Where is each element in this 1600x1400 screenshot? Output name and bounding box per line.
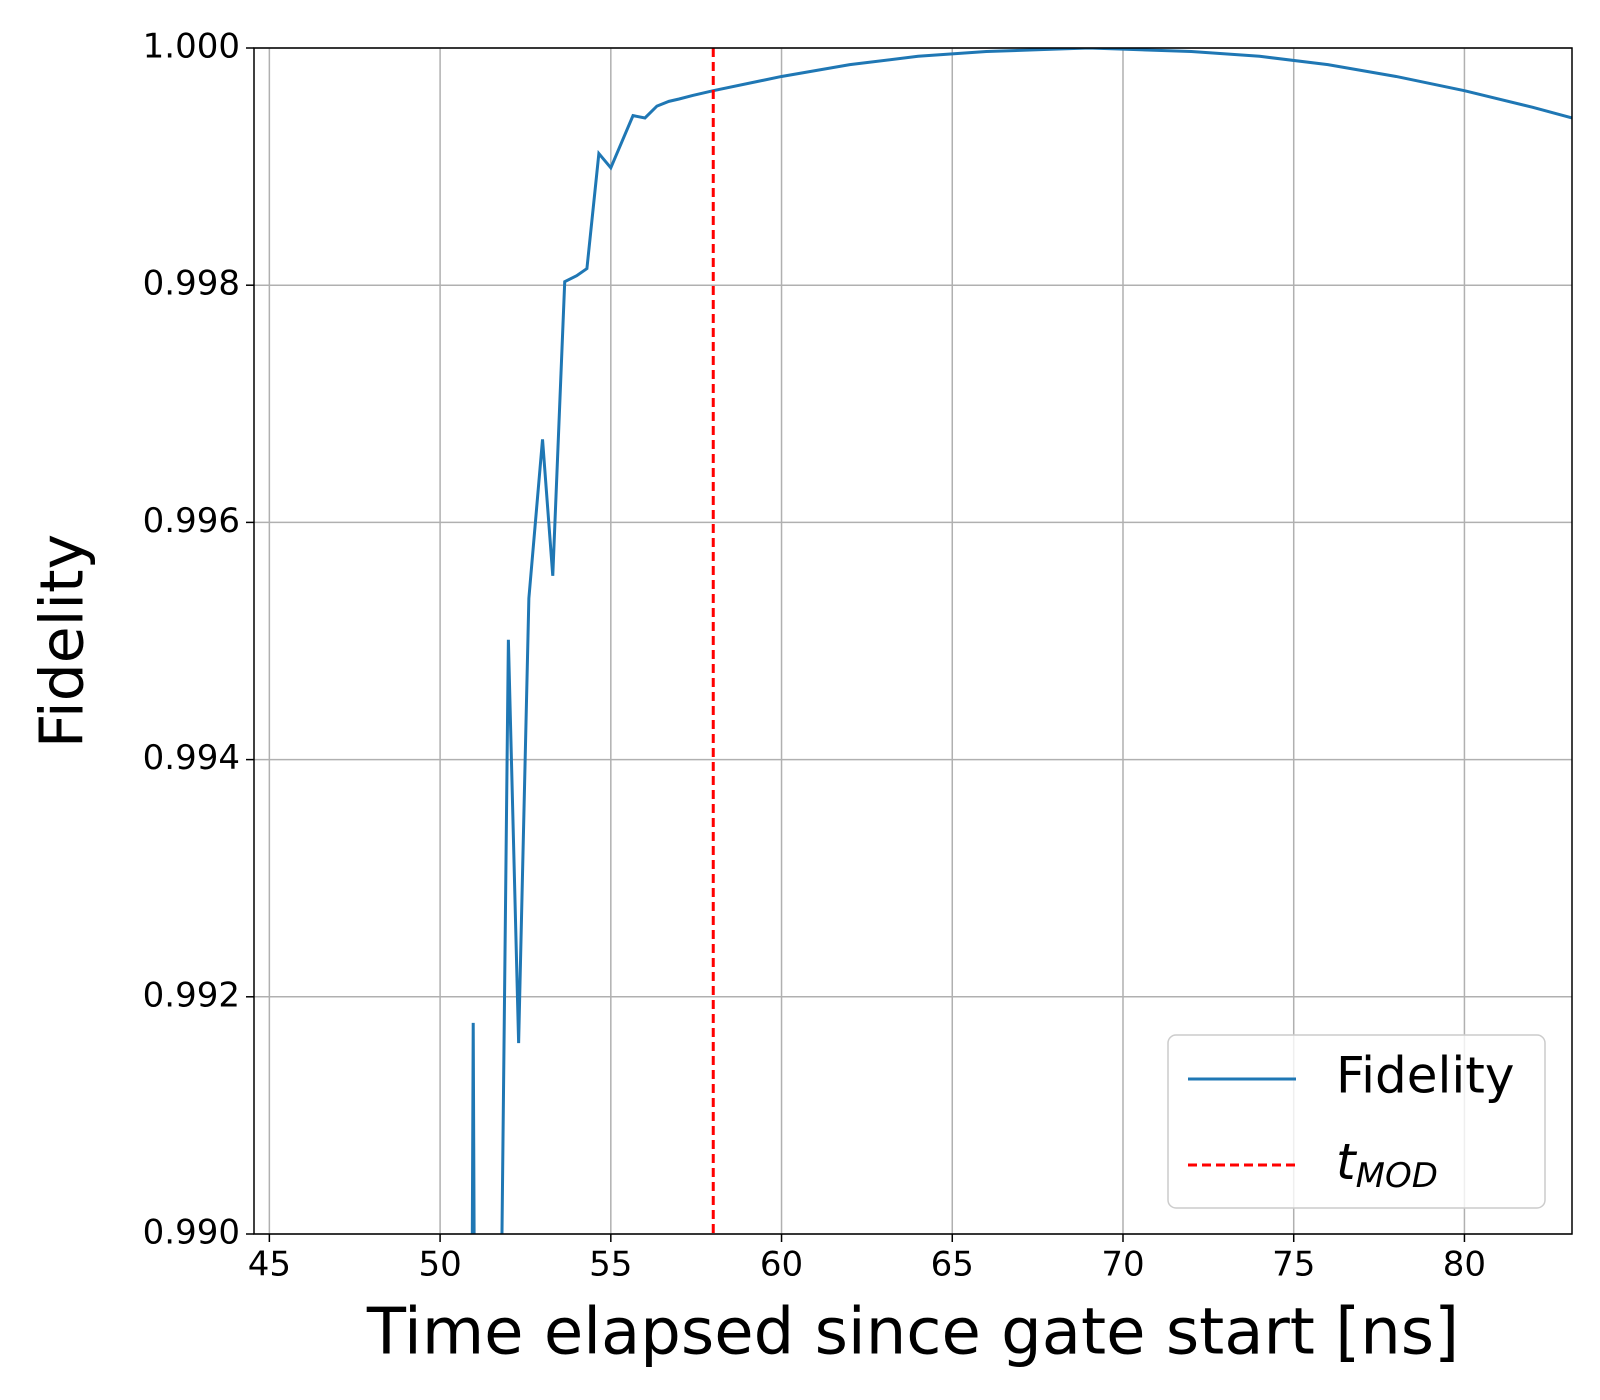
- legend: Fidelity tMOD: [1167, 1034, 1546, 1209]
- x-tick-label: 75: [1272, 1245, 1315, 1285]
- x-tick-label: 45: [248, 1245, 291, 1285]
- x-tick-label: 60: [760, 1245, 803, 1285]
- y-tick-label: 0.992: [143, 975, 240, 1015]
- axes-frame: [253, 47, 1573, 1235]
- x-tick-label: 50: [418, 1245, 461, 1285]
- legend-label-main: t: [1336, 1133, 1358, 1191]
- y-axis-label: Fidelity: [28, 534, 98, 748]
- legend-label: tMOD: [1336, 1133, 1438, 1196]
- x-tick-label: 65: [931, 1245, 974, 1285]
- ticks: 45 50 55 60 65 70 75 80 0.990 0.992 0.994 0.996 0.99…: [143, 27, 1486, 1285]
- x-tick-label: 55: [589, 1245, 632, 1285]
- legend-label-subscript: MOD: [1356, 1156, 1438, 1196]
- data-line: [470, 48, 1572, 1234]
- x-axis-label: Time elapsed since gate start [ns]: [366, 1296, 1459, 1370]
- y-tick-label: 0.996: [143, 501, 240, 541]
- y-tick-label: 0.994: [143, 738, 240, 778]
- x-tick-label: 80: [1443, 1245, 1486, 1285]
- y-tick-label: 1.000: [143, 27, 240, 67]
- x-tick-label: 70: [1101, 1245, 1144, 1285]
- y-tick-label: 0.998: [143, 264, 240, 304]
- plot-area: [470, 48, 1572, 1234]
- y-tick-label: 0.990: [143, 1213, 240, 1253]
- legend-label: Fidelity: [1336, 1047, 1515, 1105]
